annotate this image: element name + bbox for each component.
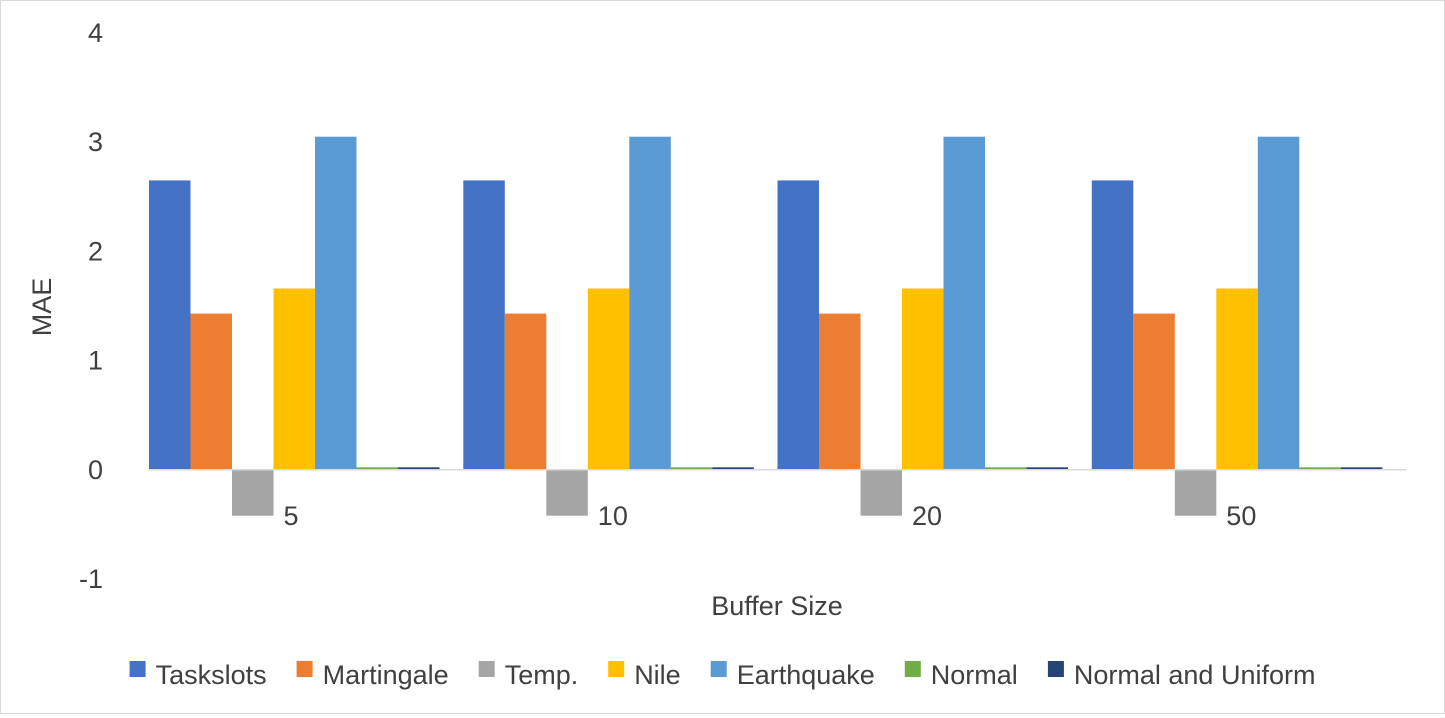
x-tick-label: 5 xyxy=(284,501,299,531)
bar-temp--5 xyxy=(232,469,274,516)
legend-swatch-normal xyxy=(904,661,921,677)
legend-swatch-nile xyxy=(608,661,625,677)
y-tick-label: 1 xyxy=(88,346,103,376)
bar-taskslots-20 xyxy=(777,180,819,470)
legend-swatch-taskslots xyxy=(129,661,146,677)
legend-swatch-martingale xyxy=(296,661,313,677)
bar-taskslots-10 xyxy=(463,180,505,470)
legend-swatch-normal-and-uniform xyxy=(1047,661,1064,677)
bar-taskslots-5 xyxy=(149,180,191,470)
bars xyxy=(149,136,1383,516)
legend-label-earthquake: Earthquake xyxy=(737,660,875,690)
bar-normal-and-uniform-10 xyxy=(712,467,754,470)
bar-normal-10 xyxy=(670,467,713,470)
legend-label-normal-and-uniform: Normal and Uniform xyxy=(1074,660,1316,690)
y-tick-label: 0 xyxy=(88,455,103,485)
bar-martingale-5 xyxy=(190,313,232,470)
y-axis-ticks: -1 0 1 2 3 4 xyxy=(79,18,103,594)
legend-label-nile: Nile xyxy=(634,660,681,690)
bar-nile-10 xyxy=(587,288,630,470)
y-tick-label: -1 xyxy=(79,564,103,594)
bar-earthquake-50 xyxy=(1257,136,1300,470)
bar-normal-and-uniform-20 xyxy=(1026,467,1068,470)
legend-label-normal: Normal xyxy=(931,660,1018,690)
x-tick-label: 10 xyxy=(598,501,628,531)
bar-normal-20 xyxy=(985,467,1027,470)
x-tick-label: 20 xyxy=(912,501,942,531)
bar-nile-5 xyxy=(273,288,315,470)
y-tick-label: 4 xyxy=(88,18,103,48)
bar-normal-and-uniform-5 xyxy=(398,467,440,470)
bar-martingale-50 xyxy=(1133,313,1175,470)
bar-earthquake-10 xyxy=(629,136,671,470)
bar-normal-50 xyxy=(1299,467,1341,470)
bar-nile-20 xyxy=(902,288,944,470)
bar-taskslots-50 xyxy=(1091,180,1134,470)
bar-temp--50 xyxy=(1174,469,1217,516)
bar-earthquake-20 xyxy=(943,136,985,470)
bar-martingale-10 xyxy=(504,313,547,470)
bar-normal-and-uniform-50 xyxy=(1340,467,1383,470)
bar-earthquake-5 xyxy=(315,136,357,470)
legend-label-martingale: Martingale xyxy=(323,660,449,690)
bar-nile-50 xyxy=(1216,288,1258,470)
bar-temp--10 xyxy=(546,469,588,516)
category-labels: 5 10 20 50 xyxy=(284,501,1257,531)
bar-martingale-20 xyxy=(819,313,861,470)
y-tick-label: 2 xyxy=(88,236,103,266)
x-tick-label: 50 xyxy=(1226,501,1256,531)
legend-label-taskslots: Taskslots xyxy=(156,660,267,690)
legend: Taskslots Martingale Temp. Nile Earthquake No… xyxy=(129,660,1316,690)
x-axis-title: Buffer Size xyxy=(711,591,843,621)
legend-swatch-earthquake xyxy=(710,661,727,677)
bar-normal-5 xyxy=(356,467,398,470)
legend-swatch-temp- xyxy=(478,661,495,677)
y-tick-label: 3 xyxy=(88,127,103,157)
legend-label-temp-: Temp. xyxy=(505,660,579,690)
bar-temp--20 xyxy=(860,469,902,516)
y-axis-title: MAE xyxy=(27,278,57,337)
